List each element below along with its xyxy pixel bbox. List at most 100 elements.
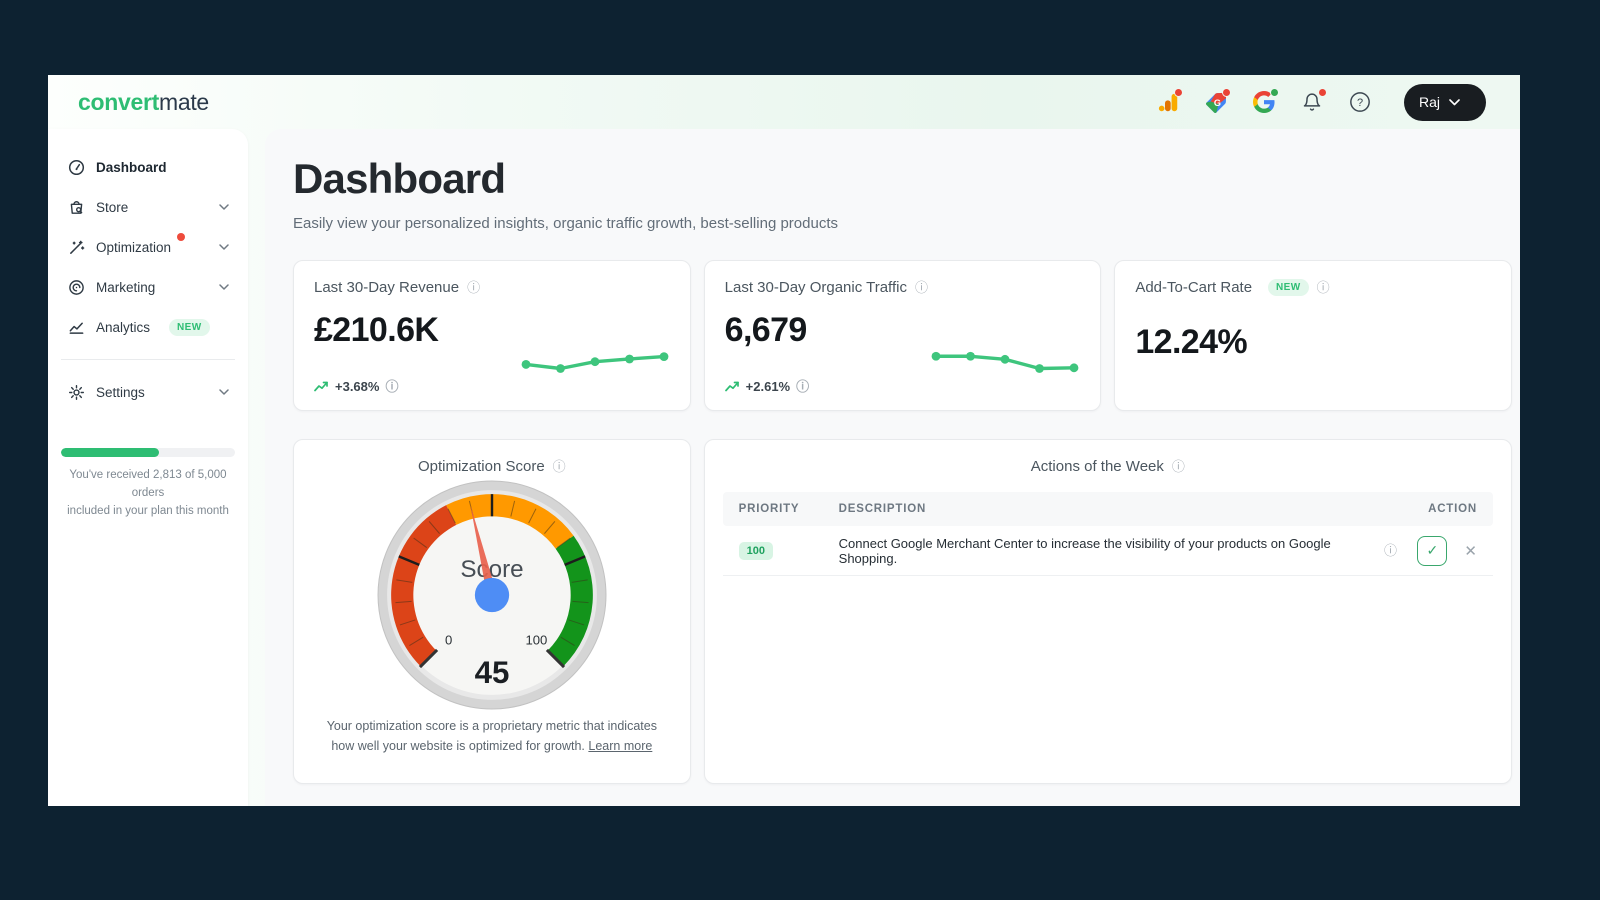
convertmate-logo[interactable]: convertmate — [78, 89, 209, 116]
card-label: Last 30-Day Organic Traffic — [724, 279, 907, 296]
chevron-down-icon — [1449, 98, 1460, 105]
sidebar-item-analytics[interactable]: Analytics NEW — [59, 307, 237, 347]
info-icon[interactable]: ⓘ — [1171, 459, 1185, 474]
change-value: +3.68% — [335, 379, 380, 394]
logo-text-primary: convert — [78, 88, 159, 115]
sidebar-item-settings[interactable]: Settings — [59, 372, 237, 412]
gauge-caption: Your optimization score is a proprietary… — [326, 719, 657, 753]
table-header-row: PRIORITY DESCRIPTION ACTION — [722, 492, 1493, 526]
revenue-value: £210.6K — [314, 311, 439, 349]
bell-icon[interactable] — [1300, 88, 1327, 114]
page-title: Dashboard — [293, 155, 506, 202]
chevron-down-icon — [219, 284, 229, 290]
sidebar-item-optimization[interactable]: Optimization — [59, 227, 237, 267]
sidebar: Dashboard Store Optimization — [48, 129, 248, 806]
svg-text:G: G — [1213, 97, 1220, 107]
column-header-action: ACTION — [1428, 503, 1477, 515]
google-g-icon[interactable] — [1252, 88, 1279, 114]
chevron-down-icon — [219, 204, 229, 210]
column-header-priority: PRIORITY — [738, 503, 800, 515]
plan-usage: You've received 2,813 of 5,000 orders in… — [59, 448, 237, 520]
trend-up-icon — [314, 381, 328, 392]
dashboard-gauge-icon — [67, 159, 85, 176]
logo-text-secondary: mate — [158, 88, 209, 115]
sidebar-divider — [61, 359, 235, 360]
revenue-card: Last 30-Day Revenue ⓘ £210.6K +3.68% ⓘ — [293, 260, 691, 411]
info-icon[interactable]: ⓘ — [552, 459, 566, 474]
learn-more-link[interactable]: Learn more — [588, 739, 653, 753]
google-analytics-glyph — [1158, 93, 1177, 111]
app-window: convertmate G — [48, 75, 1520, 806]
sidebar-item-marketing[interactable]: Marketing — [59, 267, 237, 307]
change-value: +2.61% — [745, 379, 791, 394]
sidebar-item-label: Optimization — [96, 232, 186, 255]
card-title: Actions of the Week — [1030, 458, 1164, 475]
traffic-change: +2.61% ⓘ — [724, 379, 810, 394]
trend-up-icon — [724, 381, 739, 392]
revenue-sparkline — [521, 352, 669, 373]
page-subtitle: Easily view your personalized insights, … — [293, 215, 838, 232]
bell-glyph — [1303, 92, 1321, 111]
sidebar-item-store[interactable]: Store — [59, 187, 237, 227]
svg-text:?: ? — [1357, 97, 1363, 109]
info-icon[interactable]: ⓘ — [1316, 280, 1330, 295]
main-content: Dashboard Easily view your personalized … — [265, 129, 1520, 806]
new-badge: NEW — [1268, 279, 1309, 296]
google-shopping-icon[interactable]: G — [1204, 88, 1231, 114]
card-label: Add-To-Cart Rate — [1135, 279, 1253, 296]
action-description: Connect Google Merchant Center to increa… — [838, 535, 1331, 566]
top-header: convertmate G — [48, 75, 1520, 129]
store-bag-icon — [67, 199, 85, 216]
status-dot — [1270, 88, 1279, 97]
sidebar-item-label: Marketing — [96, 279, 156, 295]
accept-action-button[interactable]: ✓ — [1417, 535, 1448, 566]
card-label: Last 30-Day Revenue — [314, 279, 460, 296]
analytics-chart-icon — [67, 319, 85, 336]
notification-dot — [1174, 88, 1183, 97]
score-gauge: Score 0 100 45 — [376, 479, 608, 716]
sidebar-item-dashboard[interactable]: Dashboard — [59, 147, 237, 187]
actions-of-week-card: Actions of the Week ⓘ PRIORITY DESCRIPTI… — [703, 439, 1512, 784]
priority-badge: 100 — [738, 541, 774, 560]
organic-traffic-card: Last 30-Day Organic Traffic ⓘ 6,679 +2.6… — [703, 260, 1102, 411]
revenue-change: +3.68% ⓘ — [314, 379, 398, 394]
chevron-down-icon — [219, 244, 229, 250]
info-icon[interactable]: ⓘ — [1383, 543, 1397, 558]
chevron-down-icon — [219, 389, 229, 395]
gauge-value: 45 — [474, 655, 509, 690]
sidebar-item-label: Settings — [96, 384, 145, 400]
table-row: 100 Connect Google Merchant Center to in… — [722, 526, 1493, 576]
notification-dot — [177, 232, 186, 241]
user-name: Raj — [1419, 94, 1441, 110]
help-glyph: ? — [1350, 92, 1370, 112]
orders-progress-bar — [61, 448, 235, 457]
user-menu-button[interactable]: Raj — [1404, 83, 1486, 121]
gauge-max-label: 100 — [525, 632, 547, 647]
notification-dot — [1222, 88, 1231, 97]
google-analytics-icon[interactable] — [1156, 88, 1183, 114]
traffic-value: 6,679 — [724, 311, 808, 349]
sidebar-item-label: Analytics — [96, 319, 151, 335]
gauge-hub — [474, 577, 509, 613]
orders-progress-fill — [61, 448, 159, 457]
google-g-glyph — [1253, 91, 1275, 113]
gauge-min-label: 0 — [445, 632, 452, 647]
card-title: Optimization Score — [417, 458, 545, 475]
optimization-score-card: Optimization Score ⓘ Score 0 100 — [293, 439, 691, 784]
help-icon[interactable]: ? — [1348, 90, 1372, 114]
info-icon[interactable]: ⓘ — [385, 379, 399, 394]
dashboard-grid: Last 30-Day Revenue ⓘ £210.6K +3.68% ⓘ — [293, 260, 1512, 784]
notification-dot — [1318, 88, 1327, 97]
add-to-cart-value: 12.24% — [1135, 323, 1248, 361]
info-icon[interactable]: ⓘ — [467, 280, 481, 295]
sidebar-item-label: Dashboard — [96, 159, 167, 175]
actions-table: PRIORITY DESCRIPTION ACTION 100 Connect … — [722, 492, 1493, 576]
add-to-cart-card: Add-To-Cart Rate NEW ⓘ 12.24% — [1114, 260, 1512, 411]
plan-usage-text: You've received 2,813 of 5,000 orders in… — [67, 469, 229, 517]
header-actions: G — [1156, 83, 1486, 121]
info-icon[interactable]: ⓘ — [914, 280, 928, 295]
magic-wand-icon — [67, 239, 85, 256]
info-icon[interactable]: ⓘ — [796, 379, 810, 394]
dismiss-action-button[interactable]: ✕ — [1464, 542, 1477, 560]
google-shopping-glyph: G — [1205, 92, 1226, 113]
